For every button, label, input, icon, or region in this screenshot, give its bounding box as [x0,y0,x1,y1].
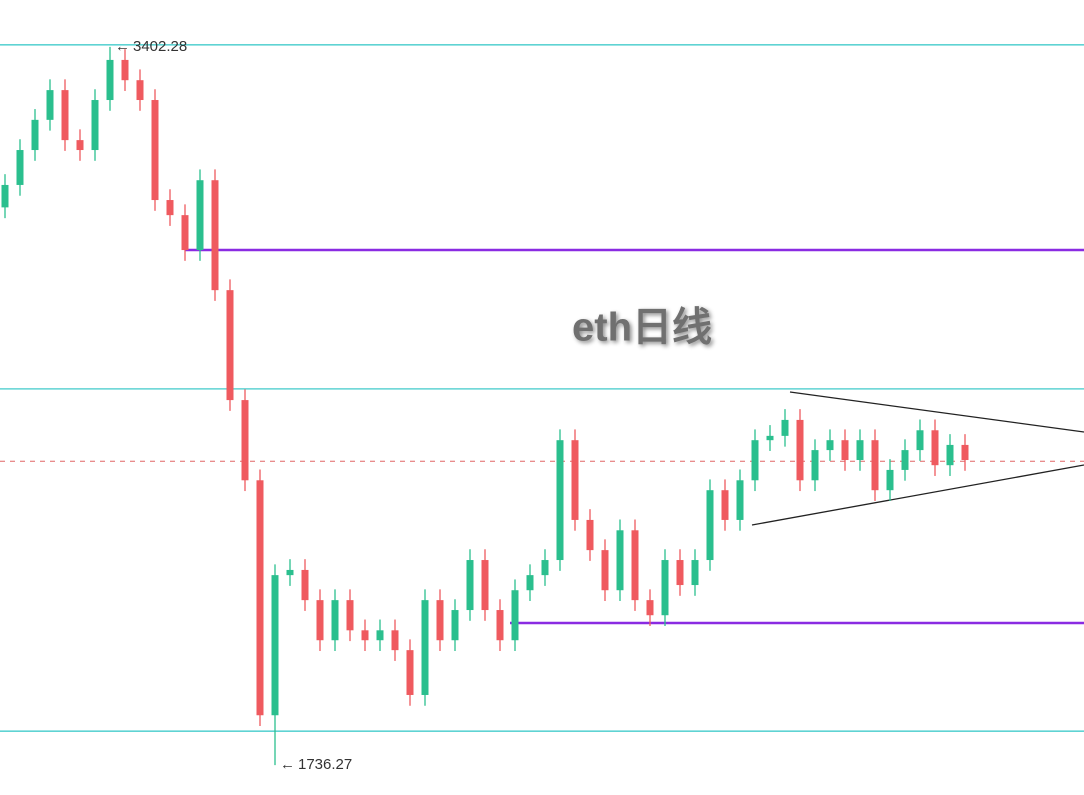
candle-body [391,630,399,651]
candle-body [166,200,174,216]
candle-body [556,440,564,561]
candle-body [286,569,294,576]
candle-body [541,560,549,576]
candle-body [751,440,759,481]
candle-body [586,519,594,551]
candle-body [331,600,339,641]
candle-body [421,600,429,695]
candle-body [736,480,744,520]
candle-body [631,530,639,601]
levels [0,44,1084,732]
candle-body [886,469,894,491]
candle-body [676,560,684,586]
candle-body [436,600,444,641]
candle-body [136,80,144,101]
annotation-label: 3402.28 [133,38,187,55]
candle-body [931,430,939,466]
candle-body [661,560,669,616]
candle-body [451,610,459,641]
candle-body [766,435,774,441]
candle-body [781,419,789,436]
candle-body [1,184,9,208]
triangle-upper [789,391,1084,433]
candle-body [946,444,954,466]
candle-body [106,59,114,101]
candle-body [526,575,534,591]
candle-body [151,100,159,201]
triangle-lower [751,464,1084,526]
candle-body [211,180,219,291]
candle-body [616,530,624,591]
candle-body [181,215,189,251]
candle-body [961,444,969,461]
candle-body [61,90,69,141]
watermark: eth日线 [572,306,712,350]
candle-body [796,419,804,481]
candle-body [811,450,819,481]
candle-body [601,550,609,591]
candle-body [316,600,324,641]
candle-body [361,630,369,641]
candle-body [691,560,699,586]
candle-body [841,440,849,461]
candle-body [31,119,39,151]
candle-body [346,600,354,631]
candle-body [871,440,879,491]
candle-body [76,140,84,151]
candle-body [826,440,834,451]
candle-body [376,630,384,641]
annotation-arrow: ← [280,756,295,773]
candle-body [706,490,714,561]
candle-body [466,560,474,611]
candle-body [46,90,54,120]
candle-body [856,440,864,461]
candle-body [256,480,264,716]
annotation-label: 1736.27 [298,756,352,773]
candle-body [301,569,309,601]
candle-body [16,150,24,185]
candle-body [406,650,414,695]
candle-body [901,450,909,470]
candle-body [226,290,234,401]
triangle-pattern [751,391,1084,526]
candle-body [196,180,204,251]
candle-body [511,590,519,641]
candle-body [481,560,489,611]
candle-body [121,59,129,81]
candle-body [241,400,249,481]
candle-body [271,575,279,716]
candle-body [496,610,504,641]
candles [1,46,969,766]
candle-body [721,490,729,520]
candle-body [571,440,579,520]
annotation-arrow: ← [115,38,130,55]
candle-body [646,600,654,616]
candle-body [916,430,924,451]
candle-body [91,100,99,151]
